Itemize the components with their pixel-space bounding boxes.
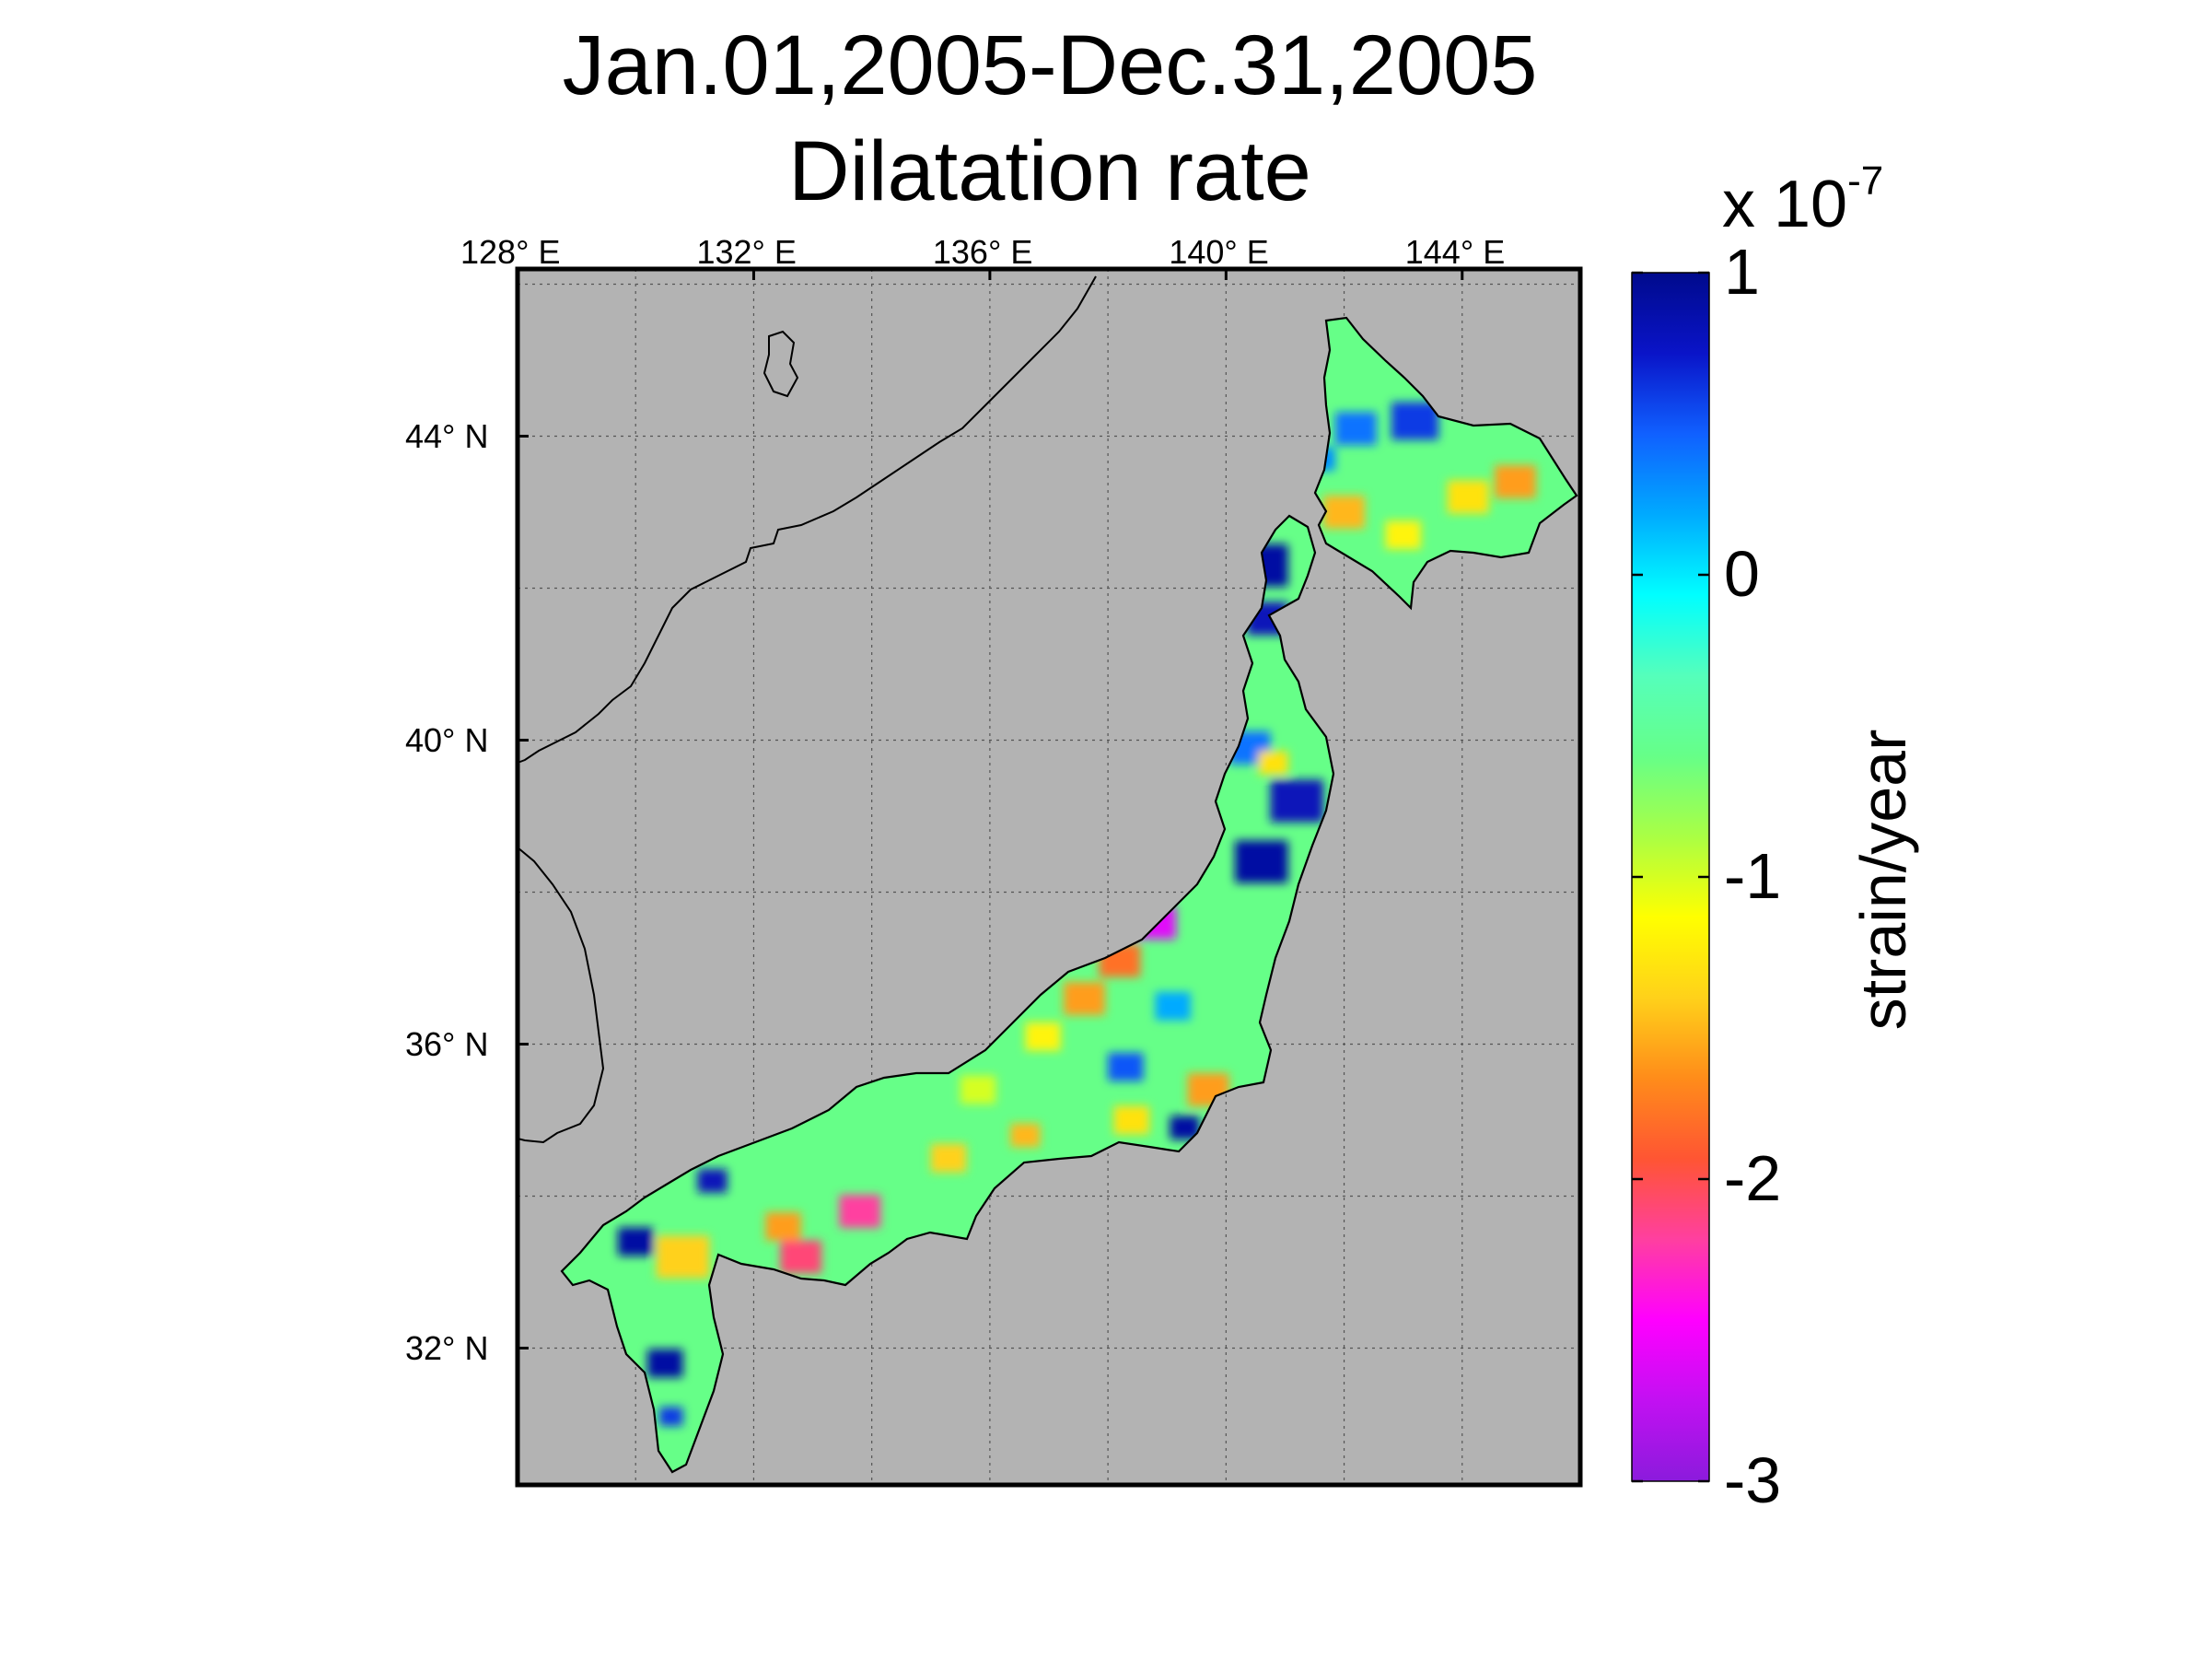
- dilatation-cell: [1064, 982, 1105, 1015]
- dilatation-cell: [1385, 520, 1421, 550]
- ulleung-island: [763, 330, 799, 398]
- dilatation-cell: [930, 1143, 967, 1173]
- dilatation-cell: [656, 1235, 710, 1279]
- dilatation-cell: [1323, 496, 1365, 529]
- lat-tick-label: 32° N: [405, 1328, 489, 1367]
- colorbar-tick-label: 0: [1724, 538, 1760, 610]
- dilatation-cell: [647, 1349, 683, 1378]
- colorbar: [1631, 272, 1710, 1482]
- map-tick-marks: [516, 269, 1464, 1349]
- colorbar-tick-label: -1: [1724, 840, 1782, 912]
- dilatation-cell: [1113, 1105, 1149, 1135]
- dilatation-cell: [1270, 779, 1324, 823]
- colorbar-tick-marks: [1632, 271, 1709, 1483]
- dilatation-cell: [1334, 412, 1377, 446]
- dilatation-cell: [1391, 402, 1439, 440]
- lon-tick-label: 136° E: [932, 233, 1033, 271]
- korea-coastline: [517, 847, 605, 1144]
- dilatation-cell: [658, 1407, 683, 1427]
- lon-tick-label: 144° E: [1404, 233, 1506, 271]
- colorbar-unit-label: strain/year: [1847, 729, 1919, 1031]
- colorbar-tick-label: -2: [1724, 1142, 1782, 1214]
- dilatation-cell: [1447, 480, 1489, 514]
- lon-tick-label: 132° E: [696, 233, 797, 271]
- japan-coastline: [560, 316, 1578, 1474]
- map-title-line2: Dilatation rate: [788, 124, 1311, 218]
- dilatation-cell: [765, 1212, 801, 1241]
- dilatation-cell: [1495, 465, 1536, 498]
- lon-tick-label: 140° E: [1169, 233, 1269, 271]
- dilatation-cell: [960, 1075, 996, 1104]
- dilatation-cell: [1025, 1022, 1061, 1051]
- map-title-line1: Jan.01,2005-Dec.31,2005: [562, 18, 1538, 112]
- dilatation-cell: [617, 1227, 654, 1256]
- mainland-coastline: [517, 275, 1097, 764]
- colorbar-exponent: x 10-7: [1722, 158, 1884, 241]
- dilatation-cell: [1108, 1052, 1144, 1081]
- lon-tick-label: 128° E: [460, 233, 561, 271]
- dilatation-cell: [1010, 1123, 1041, 1148]
- lat-tick-label: 40° N: [405, 720, 489, 759]
- lat-tick-label: 36° N: [405, 1024, 489, 1063]
- japan-land: [562, 318, 1577, 1472]
- lat-tick-label: 44° N: [405, 416, 489, 455]
- colorbar-tick-label: -3: [1724, 1444, 1782, 1516]
- colorbar-tick-label: 1: [1724, 236, 1760, 308]
- dilatation-cell: [697, 1169, 728, 1193]
- dilatation-cell: [780, 1240, 822, 1274]
- map-frame: [515, 266, 1583, 1488]
- dilatation-cell: [1234, 840, 1288, 883]
- dilatation-cell: [1155, 991, 1191, 1021]
- dilatation-cell: [839, 1195, 881, 1228]
- dilatation-cell: [1258, 751, 1288, 776]
